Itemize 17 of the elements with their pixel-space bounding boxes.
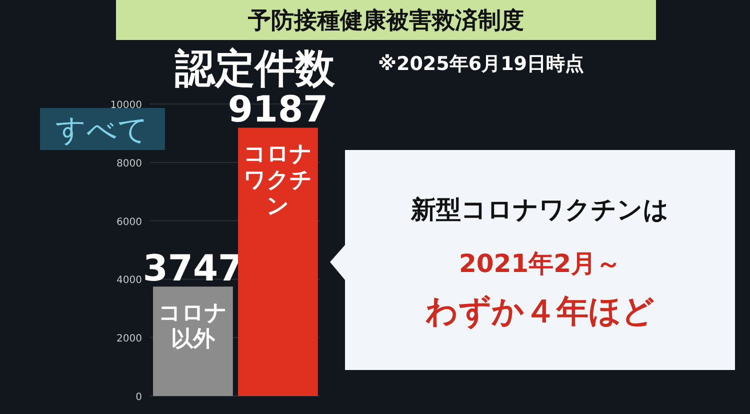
x-tick-label: コロナワクチン [242,142,314,220]
data-label: 9187 [228,90,328,131]
text: 新型コロナワクチンは [410,195,669,224]
y-tick-label: 2000 [116,334,142,345]
chart-subtitle: 認定件数 [174,46,336,92]
text: 2021年2月～ [459,249,621,278]
text: すべて [56,113,148,148]
y-tick-label: 0 [136,392,142,403]
y-tick-label: 6000 [116,216,142,228]
y-tick-label: 10000 [110,100,142,111]
text: 予防接種健康被害救済制度 [247,7,524,34]
x-tick-label: コロナ以外 [157,300,228,353]
text: わずか４年ほど [426,292,654,330]
text: ※2025年6月19日時点 [378,53,584,75]
data-label: 3747 [142,248,244,290]
y-tick-label: 4000 [116,275,142,286]
y-tick-label: 8000 [116,158,142,170]
